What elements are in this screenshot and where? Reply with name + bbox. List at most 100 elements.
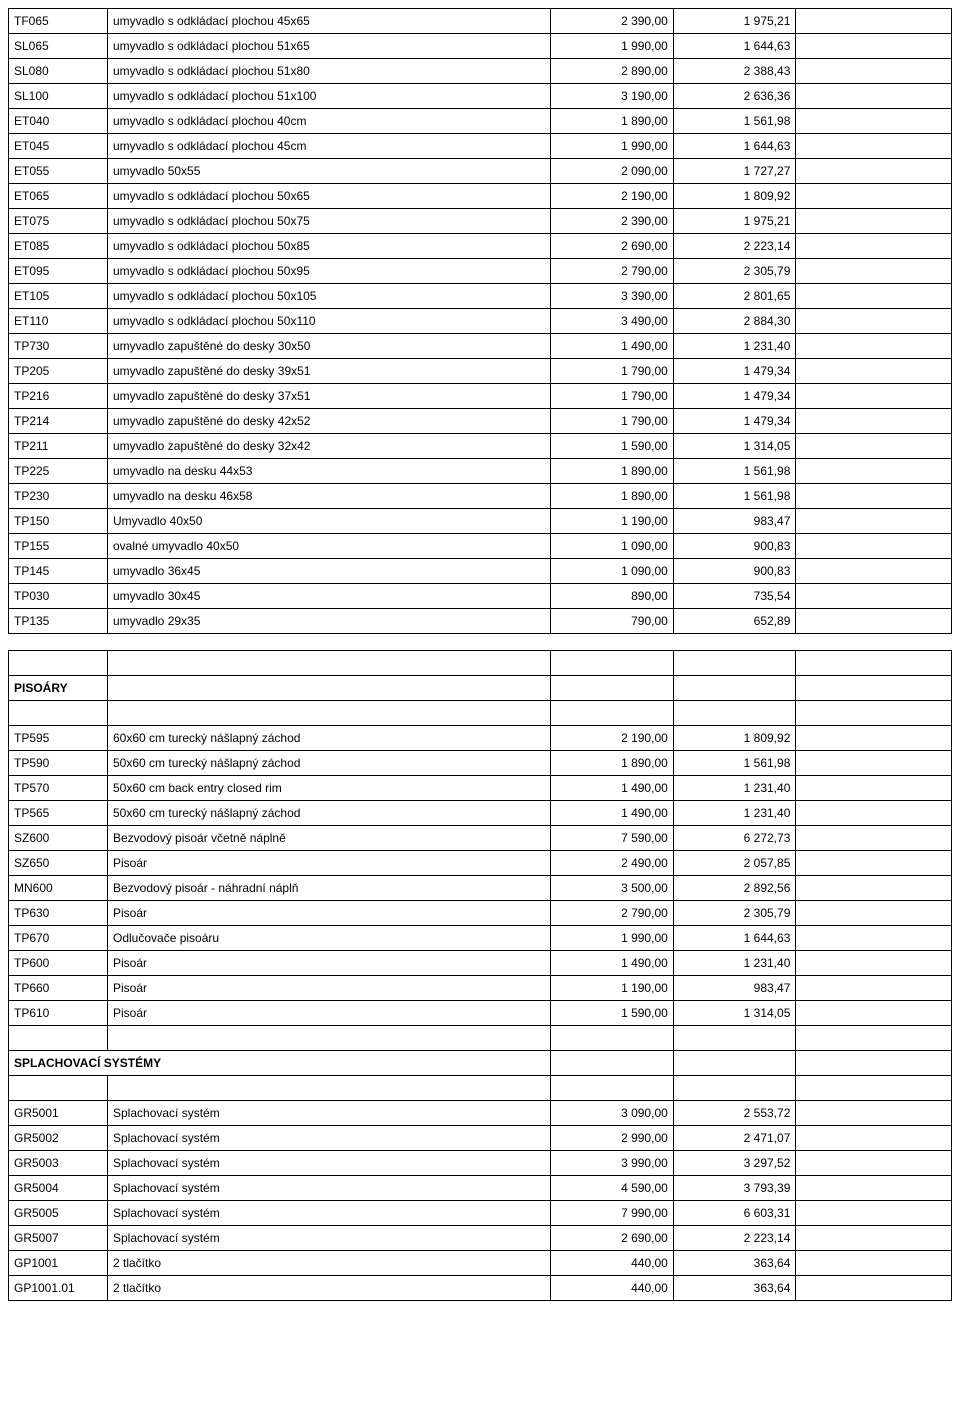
table-cell: ET095: [9, 259, 108, 284]
table-cell: 1 090,00: [551, 559, 674, 584]
price-table-1: TF065umyvadlo s odkládací plochou 45x652…: [8, 8, 952, 634]
table-cell: 2 490,00: [551, 851, 674, 876]
table-cell: ET065: [9, 184, 108, 209]
table-cell: 2 057,85: [673, 851, 796, 876]
table-cell: 2 223,14: [673, 234, 796, 259]
table-row: TP155ovalné umyvadlo 40x501 090,00900,83: [9, 534, 952, 559]
table-cell: GR5004: [9, 1176, 108, 1201]
table-row: [9, 651, 952, 676]
table-cell: [796, 901, 952, 926]
table-cell: 2 190,00: [551, 184, 674, 209]
table-cell: [796, 284, 952, 309]
table-cell: [551, 701, 674, 726]
table-cell: 3 500,00: [551, 876, 674, 901]
table-cell: GP1001: [9, 1251, 108, 1276]
table-cell: 2 990,00: [551, 1126, 674, 1151]
table-cell: umyvadlo s odkládací plochou 45x65: [108, 9, 551, 34]
table-cell: SZ650: [9, 851, 108, 876]
table-row: ET105umyvadlo s odkládací plochou 50x105…: [9, 284, 952, 309]
table-cell: TP205: [9, 359, 108, 384]
table-cell: umyvadlo na desku 46x58: [108, 484, 551, 509]
table-cell: umyvadlo zapuštěné do desky 42x52: [108, 409, 551, 434]
table-cell: 2 tlačítko: [108, 1251, 551, 1276]
table-row: TP670Odlučovače pisoáru1 990,001 644,63: [9, 926, 952, 951]
table-cell: Pisoár: [108, 901, 551, 926]
table-cell: TF065: [9, 9, 108, 34]
table-row: TP225umyvadlo na desku 44x531 890,001 56…: [9, 459, 952, 484]
table-cell: [9, 1026, 108, 1051]
table-cell: 1 490,00: [551, 801, 674, 826]
table-cell: 1 890,00: [551, 459, 674, 484]
table-cell: [108, 651, 551, 676]
table-cell: 1 479,34: [673, 359, 796, 384]
table-cell: umyvadlo s odkládací plochou 51x65: [108, 34, 551, 59]
table-cell: 2 090,00: [551, 159, 674, 184]
table-row: ET110umyvadlo s odkládací plochou 50x110…: [9, 309, 952, 334]
table-cell: [673, 651, 796, 676]
table-cell: Splachovací systém: [108, 1176, 551, 1201]
table-row: SZ600Bezvodový pisoár včetně náplně7 590…: [9, 826, 952, 851]
table-cell: [673, 1051, 796, 1076]
table-row: SL100umyvadlo s odkládací plochou 51x100…: [9, 84, 952, 109]
table-cell: ET105: [9, 284, 108, 309]
table-cell: 50x60 cm back entry closed rim: [108, 776, 551, 801]
table-cell: [796, 651, 952, 676]
table-cell: umyvadlo 30x45: [108, 584, 551, 609]
table-row: TP135umyvadlo 29x35790,00652,89: [9, 609, 952, 634]
table-cell: 2 690,00: [551, 234, 674, 259]
table-cell: [796, 1126, 952, 1151]
table-row: TP600Pisoár1 490,001 231,40: [9, 951, 952, 976]
table-cell: 1 590,00: [551, 1001, 674, 1026]
table-cell: 983,47: [673, 509, 796, 534]
table-cell: GR5001: [9, 1101, 108, 1126]
table-cell: 1 561,98: [673, 484, 796, 509]
table-cell: 1 231,40: [673, 951, 796, 976]
table-cell: [796, 584, 952, 609]
table-cell: 2 890,00: [551, 59, 674, 84]
table-row: GP1001.012 tlačítko440,00363,64: [9, 1276, 952, 1301]
table-cell: umyvadlo s odkládací plochou 45cm: [108, 134, 551, 159]
table-cell: [9, 651, 108, 676]
table-cell: [796, 509, 952, 534]
table-cell: 7 590,00: [551, 826, 674, 851]
table-cell: Pisoár: [108, 951, 551, 976]
table-row: TP730umyvadlo zapuštěné do desky 30x501 …: [9, 334, 952, 359]
table-cell: [796, 1001, 952, 1026]
table-cell: SL080: [9, 59, 108, 84]
table-row: TP56550x60 cm turecký nášlapný záchod1 4…: [9, 801, 952, 826]
table-cell: 1 314,05: [673, 1001, 796, 1026]
table-cell: 2 390,00: [551, 9, 674, 34]
table-cell: [796, 676, 952, 701]
table-row: TP145umyvadlo 36x451 090,00900,83: [9, 559, 952, 584]
table-cell: 900,83: [673, 559, 796, 584]
table-cell: 50x60 cm turecký nášlapný záchod: [108, 801, 551, 826]
table-cell: Umyvadlo 40x50: [108, 509, 551, 534]
table-cell: [9, 1076, 108, 1101]
table-cell: [796, 209, 952, 234]
table-cell: Bezvodový pisoár - náhradní náplň: [108, 876, 551, 901]
table-cell: 1 190,00: [551, 976, 674, 1001]
table-cell: [796, 534, 952, 559]
table-cell: TP660: [9, 976, 108, 1001]
table-row: TP214umyvadlo zapuštěné do desky 42x521 …: [9, 409, 952, 434]
table-cell: [796, 1226, 952, 1251]
table-cell: TP135: [9, 609, 108, 634]
section-title-row: SPLACHOVACÍ SYSTÉMY: [9, 1051, 952, 1076]
table-row: SZ650Pisoár2 490,002 057,85: [9, 851, 952, 876]
table-cell: umyvadlo s odkládací plochou 50x105: [108, 284, 551, 309]
table-cell: SL100: [9, 84, 108, 109]
table-cell: GR5005: [9, 1201, 108, 1226]
table-cell: 1 890,00: [551, 484, 674, 509]
table-cell: 1 314,05: [673, 434, 796, 459]
table-cell: [796, 259, 952, 284]
table-cell: umyvadlo s odkládací plochou 40cm: [108, 109, 551, 134]
table-cell: umyvadlo s odkládací plochou 50x85: [108, 234, 551, 259]
table-cell: 2 884,30: [673, 309, 796, 334]
table-cell: 790,00: [551, 609, 674, 634]
table-cell: [108, 701, 551, 726]
table-row: TF065umyvadlo s odkládací plochou 45x652…: [9, 9, 952, 34]
table-row: TP59560x60 cm turecký nášlapný záchod2 1…: [9, 726, 952, 751]
table-cell: TP590: [9, 751, 108, 776]
table-cell: 1 561,98: [673, 751, 796, 776]
table-row: GR5003Splachovací systém3 990,003 297,52: [9, 1151, 952, 1176]
